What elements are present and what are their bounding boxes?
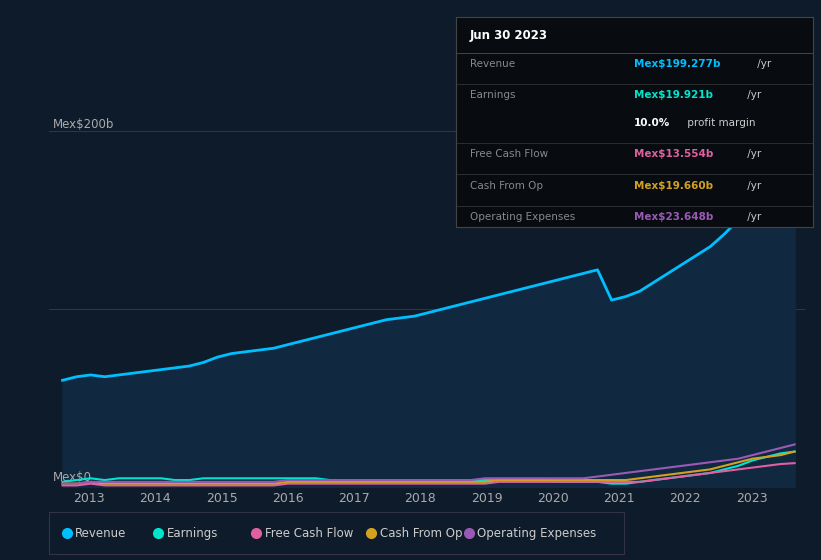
Text: Mex$199.277b: Mex$199.277b — [635, 59, 721, 69]
Text: Mex$0: Mex$0 — [53, 470, 92, 484]
Text: Jun 30 2023: Jun 30 2023 — [470, 30, 548, 43]
Text: 10.0%: 10.0% — [635, 118, 671, 128]
Text: /yr: /yr — [744, 90, 761, 100]
Text: /yr: /yr — [754, 59, 772, 69]
Text: /yr: /yr — [744, 149, 761, 159]
Text: Free Cash Flow: Free Cash Flow — [264, 527, 353, 540]
Text: Earnings: Earnings — [470, 90, 516, 100]
Text: Cash From Op: Cash From Op — [380, 527, 462, 540]
Text: Revenue: Revenue — [470, 59, 515, 69]
Text: Mex$19.921b: Mex$19.921b — [635, 90, 713, 100]
Text: Mex$13.554b: Mex$13.554b — [635, 149, 713, 159]
Text: /yr: /yr — [744, 212, 761, 222]
Text: profit margin: profit margin — [684, 118, 755, 128]
Text: Free Cash Flow: Free Cash Flow — [470, 149, 548, 159]
Text: Mex$200b: Mex$200b — [53, 118, 114, 131]
Text: Mex$19.660b: Mex$19.660b — [635, 180, 713, 190]
Text: Earnings: Earnings — [167, 527, 218, 540]
Text: Cash From Op: Cash From Op — [470, 180, 543, 190]
Text: Revenue: Revenue — [76, 527, 126, 540]
Text: Operating Expenses: Operating Expenses — [470, 212, 576, 222]
Text: Mex$23.648b: Mex$23.648b — [635, 212, 713, 222]
Text: /yr: /yr — [744, 180, 761, 190]
Text: Operating Expenses: Operating Expenses — [478, 527, 597, 540]
